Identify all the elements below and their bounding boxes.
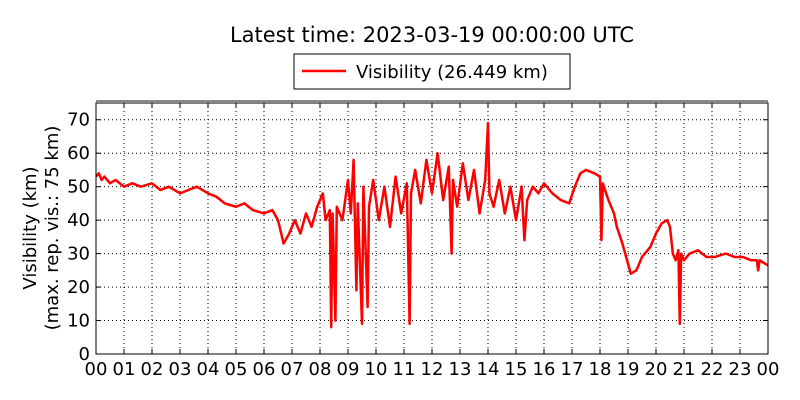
x-tick-label: 00 [85,359,108,380]
x-tick-label: 20 [645,359,668,380]
chart-title: Latest time: 2023-03-19 00:00:00 UTC [230,23,634,47]
y-tick-label: 10 [67,311,90,332]
y-tick-label: 30 [67,244,90,265]
x-tick-label: 12 [421,359,444,380]
x-tick-label: 15 [505,359,528,380]
x-tick-label: 02 [141,359,164,380]
y-tick-label: 20 [67,277,90,298]
x-tick-label: 05 [225,359,248,380]
x-tick-label: 21 [673,359,696,380]
x-tick-label: 00 [757,359,780,380]
y-tick-label: 60 [67,143,90,164]
x-tick-label: 08 [309,359,332,380]
x-tick-label: 23 [729,359,752,380]
x-tick-label: 19 [617,359,640,380]
x-tick-label: 17 [561,359,584,380]
legend: Visibility (26.449 km) [293,53,571,90]
y-tick-label: 50 [67,177,90,198]
plot-frame [95,102,769,355]
y-tick-label: 0 [79,344,90,365]
data-line [95,121,769,329]
x-tick-label: 11 [393,359,416,380]
x-tick-label: 09 [337,359,360,380]
x-tick-label: 13 [449,359,472,380]
x-tick-label: 14 [477,359,500,380]
x-tick-label: 07 [281,359,304,380]
x-tick-label: 03 [169,359,192,380]
x-tick-label: 10 [365,359,388,380]
x-tick-label: 16 [533,359,556,380]
y-label-line: Visibility (km) [20,166,41,289]
x-tick-label: 22 [701,359,724,380]
x-tick-label: 18 [589,359,612,380]
x-tick-label: 06 [253,359,276,380]
x-tick-label: 04 [197,359,220,380]
y-label-line: (max. rep. vis.: 75 km) [42,126,63,331]
y-tick-label: 70 [67,110,90,131]
y-axis-label: Visibility (km) (max. rep. vis.: 75 km) [20,126,63,331]
x-tick-label: 01 [113,359,136,380]
legend-label: Visibility (26.449 km) [356,62,548,83]
y-tick-label: 40 [67,210,90,231]
